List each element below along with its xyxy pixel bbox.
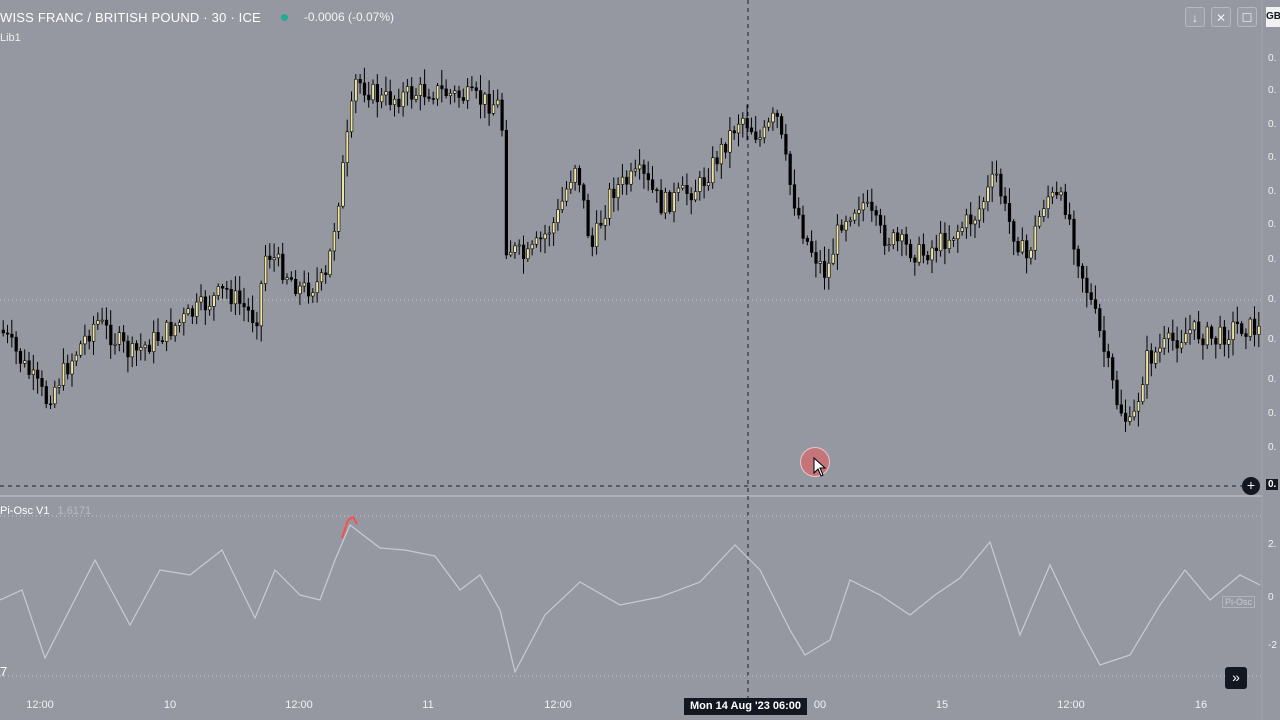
oscillator-line <box>0 524 1261 674</box>
cursor-icon <box>813 457 827 477</box>
price-label: 0. <box>1268 408 1277 419</box>
price-label: 0. <box>1268 85 1277 96</box>
time-label: 11 <box>422 699 434 711</box>
osc-series-tag: Pi-Osc <box>1222 596 1255 608</box>
symbol-header[interactable]: WISS FRANC / BRITISH POUND · 30 · ICE -0… <box>0 8 394 26</box>
time-label: 12:00 <box>544 699 572 711</box>
download-icon[interactable]: ↓ <box>1185 7 1205 27</box>
left-edge-label: 7 <box>0 664 8 679</box>
time-label: 12:00 <box>26 699 54 711</box>
time-label: 16 <box>1194 699 1208 711</box>
price-label: 0. <box>1268 254 1277 265</box>
oscillator-signal <box>341 515 358 539</box>
price-label: 0. <box>1268 219 1277 230</box>
price-label: 0. <box>1268 294 1277 305</box>
candlestick-series <box>1 67 1261 432</box>
scroll-to-realtime-icon[interactable]: » <box>1225 667 1247 689</box>
time-label: 15 <box>935 699 949 711</box>
indicator-value: 1.6171 <box>57 505 92 517</box>
price-label: 0. <box>1268 334 1277 345</box>
price-change: -0.0006 (-0.07%) <box>303 10 394 24</box>
crosshair-time-label: Mon 14 Aug '23 06:00 <box>684 698 808 715</box>
price-label: 0. <box>1268 152 1277 163</box>
crosshair-price-label: 0. <box>1266 479 1279 490</box>
plus-icon[interactable]: + <box>1242 477 1260 495</box>
close-icon[interactable]: ✕ <box>1211 7 1231 27</box>
osc-label: -2 <box>1268 640 1277 651</box>
time-label: 10 <box>163 699 177 711</box>
indicator-label-pi-osc[interactable]: Pi-Osc V1 1.6171 <box>0 505 91 517</box>
indicator-name: Pi-Osc V1 <box>0 505 50 517</box>
symbol-title[interactable]: WISS FRANC / BRITISH POUND · 30 · ICE <box>0 9 261 25</box>
time-label: 12:00 <box>1057 699 1085 711</box>
symbol-badge[interactable]: GB <box>1266 7 1280 27</box>
time-label: 12:00 <box>285 699 313 711</box>
maximize-icon[interactable]: ☐ <box>1237 7 1257 27</box>
osc-label: 0 <box>1268 592 1274 603</box>
osc-label: 2. <box>1268 539 1277 550</box>
indicator-label-lib1[interactable]: Lib1 <box>0 32 21 44</box>
price-label: 0. <box>1268 374 1277 385</box>
market-status-icon <box>280 13 288 21</box>
price-label: 0. <box>1268 119 1277 130</box>
price-label: 0. <box>1268 53 1277 64</box>
price-label: 0. <box>1268 442 1277 453</box>
time-label: 00 <box>813 699 827 711</box>
price-label: 0. <box>1268 186 1277 197</box>
